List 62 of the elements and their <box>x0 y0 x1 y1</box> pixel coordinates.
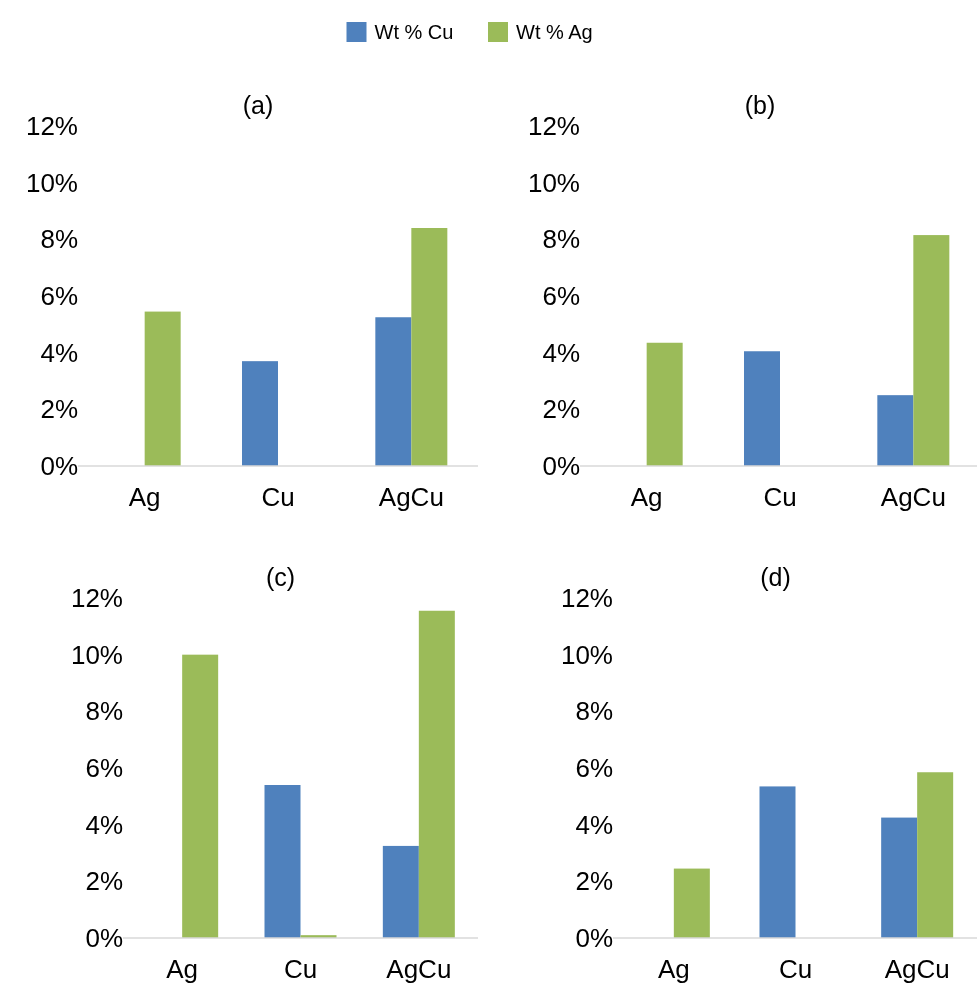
bar <box>144 311 181 466</box>
bar <box>382 845 419 938</box>
y-tick-label: 6% <box>40 281 78 312</box>
y-tick-label: 12% <box>560 583 613 614</box>
y-tick-label: 8% <box>85 696 123 727</box>
bar <box>673 868 710 938</box>
y-tick-label: 6% <box>542 281 580 312</box>
y-tick-label: 12% <box>70 583 123 614</box>
x-tick-label: Cu <box>283 954 318 984</box>
bar <box>264 785 301 938</box>
x-tick-label: Ag <box>166 954 199 984</box>
bar <box>646 342 683 466</box>
chart-title: (d) <box>760 563 791 591</box>
y-tick-label: 4% <box>542 337 580 368</box>
y-tick-label: 8% <box>575 696 613 727</box>
chart-title: (a) <box>242 91 274 119</box>
y-tick-label: 10% <box>560 639 613 670</box>
x-tick-label: Cu <box>763 482 797 512</box>
y-tick-label: 10% <box>70 639 123 670</box>
y-tick-label: 8% <box>542 224 580 255</box>
chart-title: (b) <box>744 91 776 119</box>
y-tick-label: 4% <box>575 809 613 840</box>
y-tick-label: 0% <box>40 451 78 482</box>
legend-label: Wt % Ag <box>516 21 593 43</box>
bar <box>917 772 954 938</box>
y-tick-label: 0% <box>575 923 613 954</box>
x-tick-label: AgCu <box>378 482 444 512</box>
y-tick-label: 12% <box>25 111 78 142</box>
y-tick-label: 6% <box>85 753 123 784</box>
x-tick-label: Ag <box>657 954 690 984</box>
x-tick-label: AgCu <box>884 954 950 984</box>
bar <box>877 395 914 466</box>
bar <box>418 610 455 938</box>
bar <box>881 817 918 938</box>
x-tick-label: Ag <box>630 482 663 512</box>
y-tick-label: 2% <box>40 394 78 425</box>
legend-label: Wt % Cu <box>374 21 454 43</box>
y-tick-label: 2% <box>85 866 123 897</box>
x-tick-label: AgCu <box>880 482 946 512</box>
bar <box>744 351 780 466</box>
y-tick-label: 2% <box>542 394 580 425</box>
y-tick-label: 12% <box>527 111 580 142</box>
x-tick-label: Ag <box>128 482 161 512</box>
bar <box>182 654 219 938</box>
y-tick-label: 2% <box>575 866 613 897</box>
y-tick-label: 10% <box>527 167 580 198</box>
y-tick-label: 0% <box>85 923 123 954</box>
bar <box>375 317 412 466</box>
chart-title: (c) <box>265 563 296 591</box>
y-tick-label: 8% <box>40 224 78 255</box>
bar <box>759 786 796 938</box>
y-tick-label: 4% <box>40 337 78 368</box>
y-tick-label: 6% <box>575 753 613 784</box>
y-tick-label: 4% <box>85 809 123 840</box>
x-tick-label: AgCu <box>386 954 452 984</box>
x-tick-label: Cu <box>261 482 295 512</box>
bar <box>913 235 950 466</box>
bar <box>411 228 448 466</box>
y-tick-label: 0% <box>542 451 580 482</box>
x-tick-label: Cu <box>778 954 813 984</box>
y-tick-label: 10% <box>25 167 78 198</box>
bar <box>242 361 278 466</box>
